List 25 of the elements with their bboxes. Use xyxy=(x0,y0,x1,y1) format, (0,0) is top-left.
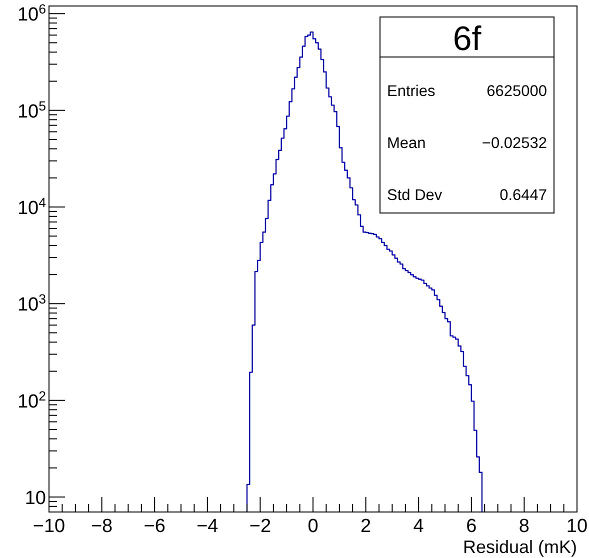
x-tick-label: 10 xyxy=(566,516,588,537)
y-tick-label: 10$^{2}$ xyxy=(17,388,46,412)
y-tick-label: 10$^{3}$ xyxy=(17,291,46,316)
y-tick-label: 10$^{4}$ xyxy=(17,194,46,220)
x-tick-label: 2 xyxy=(360,516,372,537)
annotation: 0.6447 xyxy=(500,187,547,204)
chart-title: 6f xyxy=(452,20,482,58)
y-tick-label: 10 xyxy=(24,488,46,510)
x-tick-label: −6 xyxy=(144,516,166,537)
x-tick-label: −10 xyxy=(32,516,66,537)
x-tick-label: 6 xyxy=(466,516,477,537)
annotation: 6625000 xyxy=(486,83,548,100)
annotation: Mean xyxy=(387,135,426,152)
y-tick-label: 10$^{6}$ xyxy=(17,1,46,26)
x-tick-label: 8 xyxy=(518,516,530,537)
x-tick-label: 0 xyxy=(308,516,318,537)
annotation: Entries xyxy=(387,83,436,100)
annotation: −0.02532 xyxy=(482,135,547,152)
y-tick-label: 10$^{5}$ xyxy=(17,98,46,122)
annotation: Std Dev xyxy=(387,187,442,204)
x-tick-label: −2 xyxy=(249,516,272,537)
x-tick-label: −4 xyxy=(196,516,219,537)
x-tick-label: −8 xyxy=(90,516,113,537)
x-axis-title: Residual (mK) xyxy=(462,537,577,557)
x-tick-label: 4 xyxy=(413,516,424,537)
